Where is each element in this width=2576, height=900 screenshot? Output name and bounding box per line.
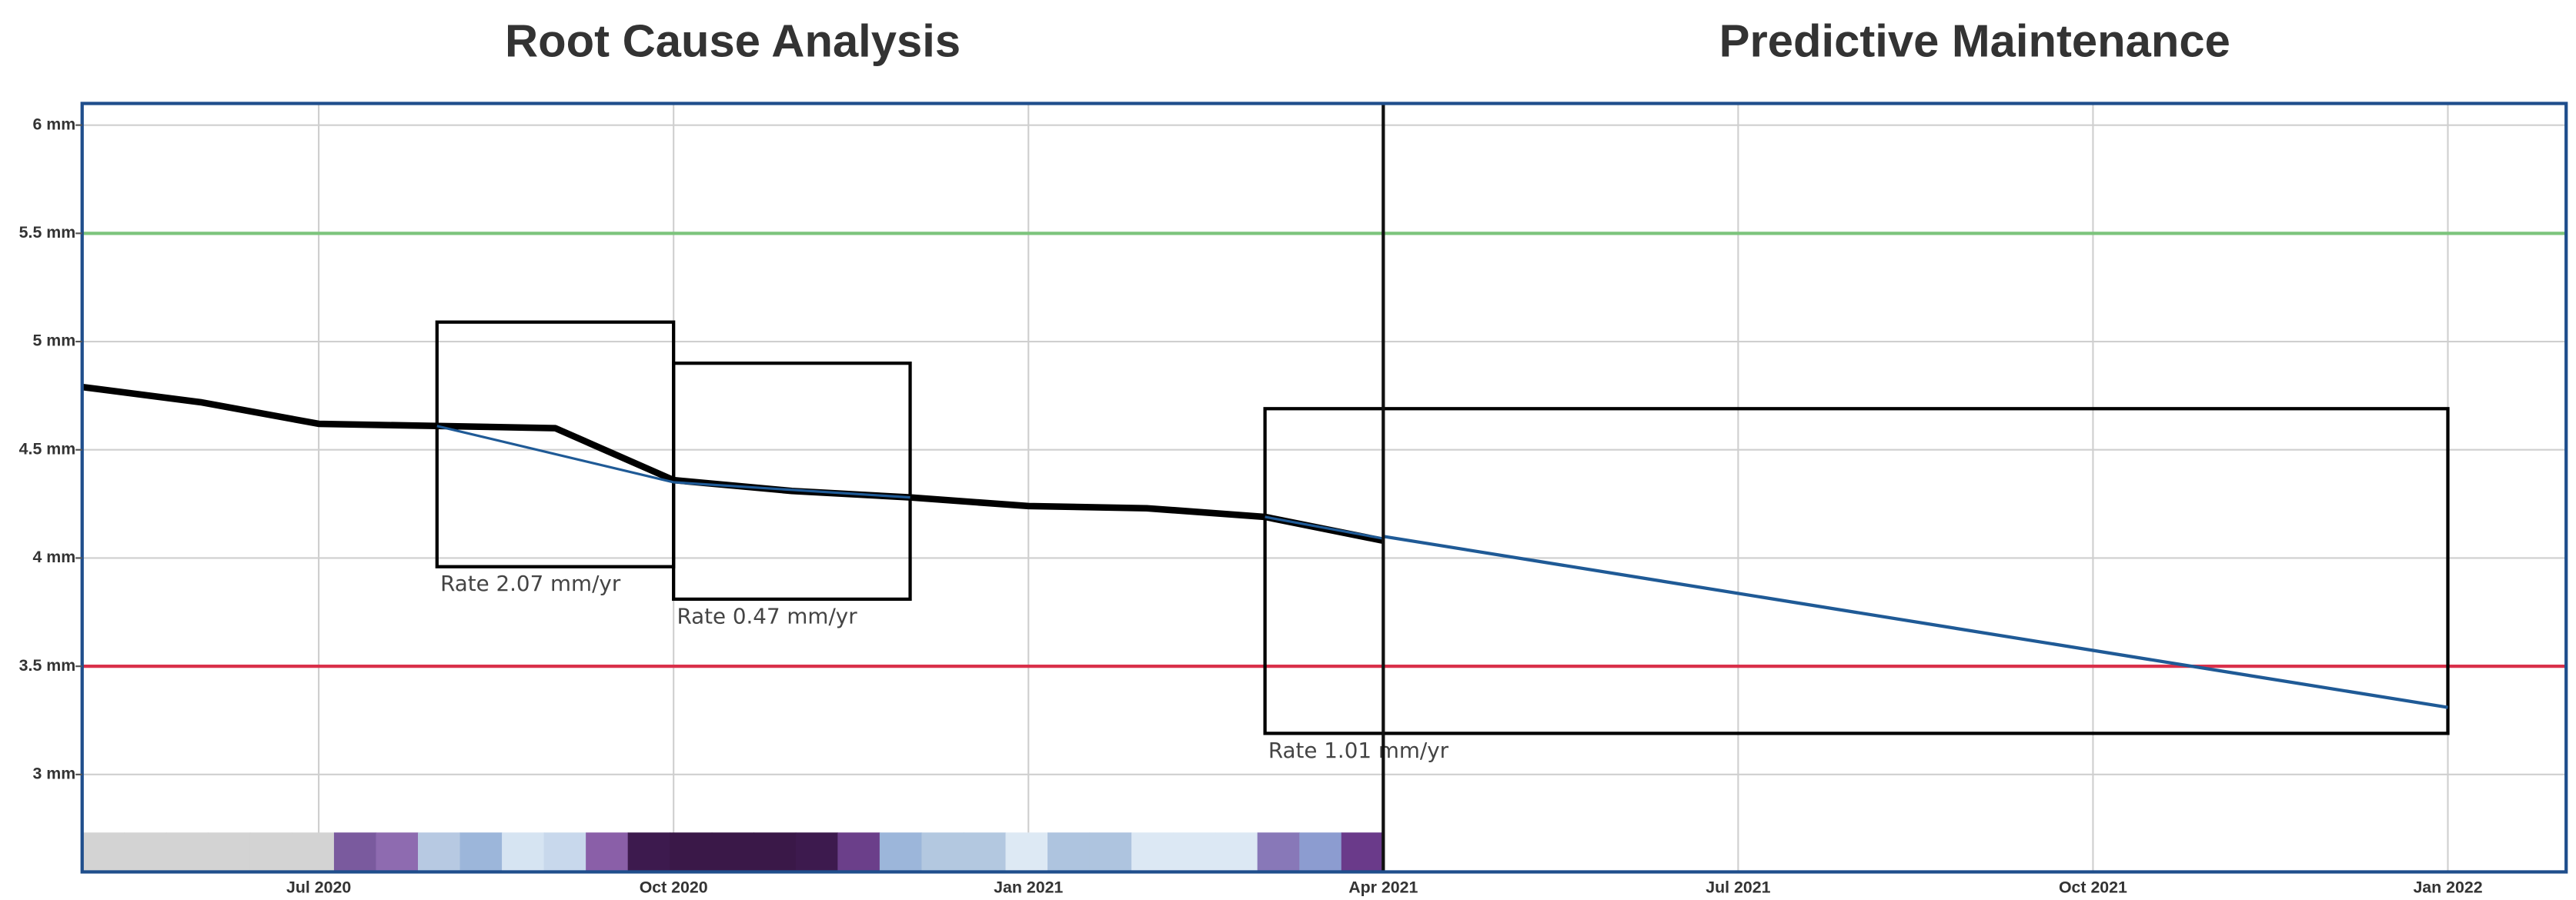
y-tick-label: 6 mm [32,115,75,133]
strip-segment [543,832,586,872]
strip-segment [586,832,629,872]
y-tick-label: 4.5 mm [19,439,76,458]
x-tick-label: Jul 2021 [1706,878,1770,896]
x-tick-label: Jan 2021 [994,878,1063,896]
strip-segment [1131,832,1174,872]
y-tick-label: 5 mm [32,332,75,350]
strip-segment [82,832,125,872]
strip-segment [1215,832,1258,872]
strip-segment [124,832,167,872]
rate-label: Rate 0.47 mm/yr [677,603,857,628]
x-tick-label: Jul 2020 [286,878,351,896]
strip-segment [753,832,797,872]
y-tick-label: 3.5 mm [19,656,76,675]
strip-segment [249,832,293,872]
strip-segment [165,832,209,872]
section-title: Root Cause Analysis [505,15,961,66]
strip-segment [333,832,377,872]
x-tick-label: Oct 2021 [2059,878,2127,896]
strip-segment [627,832,670,872]
strip-segment [502,832,545,872]
y-tick-label: 3 mm [32,764,75,782]
strip-segment [921,832,964,872]
series-line [1382,535,2448,709]
strip-segment [1341,832,1384,872]
y-tick-label: 5.5 mm [19,223,76,242]
series-line [1265,515,1384,540]
plot-frame [80,102,2568,874]
strip-segment [1173,832,1216,872]
strip-segment [795,832,838,872]
strip-segment [837,832,880,872]
strip-segment [711,832,754,872]
strip-segment [459,832,503,872]
x-tick-label: Oct 2020 [640,878,708,896]
rate-label: Rate 1.01 mm/yr [1268,738,1449,763]
strip-segment [418,832,461,872]
strip-segment [292,832,335,872]
strip-segment [1257,832,1300,872]
x-tick-label: Apr 2021 [1348,878,1418,896]
strip-segment [963,832,1007,872]
strip-segment [879,832,923,872]
marks: Rate 2.07 mm/yr Rate 0.47 mm/yr Rate 1.01 … [82,103,2567,872]
strip-segment [1299,832,1342,872]
section-title: Predictive Maintenance [1719,15,2230,66]
strip-segment [1089,832,1132,872]
series-line [673,481,910,499]
rate-label: Rate 2.07 mm/yr [440,571,621,596]
y-tick-label: 4 mm [32,548,75,566]
strip-segment [1047,832,1091,872]
x-tick-label: Jan 2022 [2413,878,2482,896]
rate-window [1263,407,2450,735]
strip-segment [376,832,419,872]
strip-segment [670,832,713,872]
strip-segment [1005,832,1048,872]
strip-segment [208,832,251,872]
series-line [436,425,674,484]
